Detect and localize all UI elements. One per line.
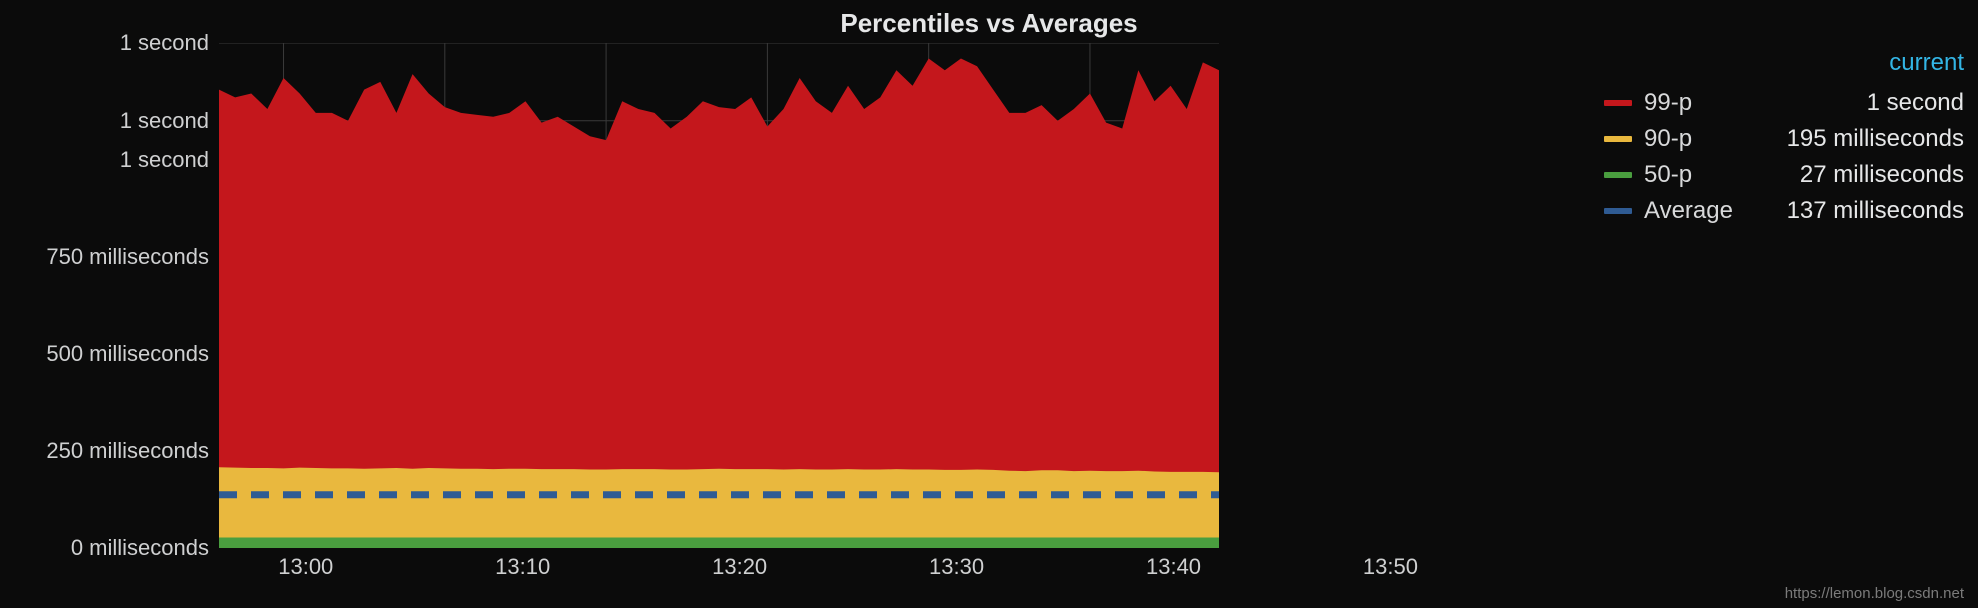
x-tick-label: 13:40 xyxy=(1146,554,1201,580)
legend-value: 1 second xyxy=(1867,89,1964,117)
y-tick-label: 1 second xyxy=(120,147,209,173)
legend-swatch xyxy=(1604,100,1632,106)
series-area xyxy=(219,467,1219,548)
legend-value: 137 milliseconds xyxy=(1787,197,1964,225)
x-tick-label: 13:30 xyxy=(929,554,984,580)
y-tick-label: 1 second xyxy=(120,108,209,134)
y-axis: 0 milliseconds 250 milliseconds 500 millis… xyxy=(14,43,219,588)
x-tick-label: 13:50 xyxy=(1363,554,1418,580)
legend-label: 50-p xyxy=(1644,161,1692,189)
legend-item[interactable]: 50-p 27 milliseconds xyxy=(1604,157,1964,193)
legend-item[interactable]: 99-p 1 second xyxy=(1604,85,1964,121)
legend-label: Average xyxy=(1644,197,1733,225)
watermark-text: https://lemon.blog.csdn.net xyxy=(1785,585,1964,602)
y-tick-label: 250 milliseconds xyxy=(46,438,209,464)
legend-swatch xyxy=(1604,208,1632,214)
legend-item[interactable]: Average 137 milliseconds xyxy=(1604,193,1964,229)
y-tick-label: 0 milliseconds xyxy=(71,535,209,561)
chart-title: Percentiles vs Averages xyxy=(14,8,1964,39)
chart-panel: Percentiles vs Averages 0 milliseconds 25… xyxy=(0,0,1978,608)
y-tick-label: 750 milliseconds xyxy=(46,244,209,270)
legend-header[interactable]: current xyxy=(1604,49,1964,77)
legend-item[interactable]: 90-p 195 milliseconds xyxy=(1604,121,1964,157)
chart-body: 0 milliseconds 250 milliseconds 500 millis… xyxy=(14,43,1964,597)
legend-swatch xyxy=(1604,136,1632,142)
legend[interactable]: current 99-p 1 second 90-p 195 milliseconds… xyxy=(1564,43,1964,597)
legend-value: 27 milliseconds xyxy=(1800,161,1964,189)
x-tick-label: 13:10 xyxy=(495,554,550,580)
plot-area-wrap: 13:00 13:10 13:20 13:30 13:40 13:50 xyxy=(219,43,1564,588)
series-area xyxy=(219,538,1219,548)
y-tick-label: 500 milliseconds xyxy=(46,341,209,367)
legend-swatch xyxy=(1604,172,1632,178)
y-tick-label: 1 second xyxy=(120,30,209,56)
legend-label: 99-p xyxy=(1644,89,1692,117)
legend-value: 195 milliseconds xyxy=(1787,125,1964,153)
x-tick-label: 13:20 xyxy=(712,554,767,580)
x-tick-label: 13:00 xyxy=(278,554,333,580)
legend-label: 90-p xyxy=(1644,125,1692,153)
plot-svg xyxy=(219,43,1219,548)
